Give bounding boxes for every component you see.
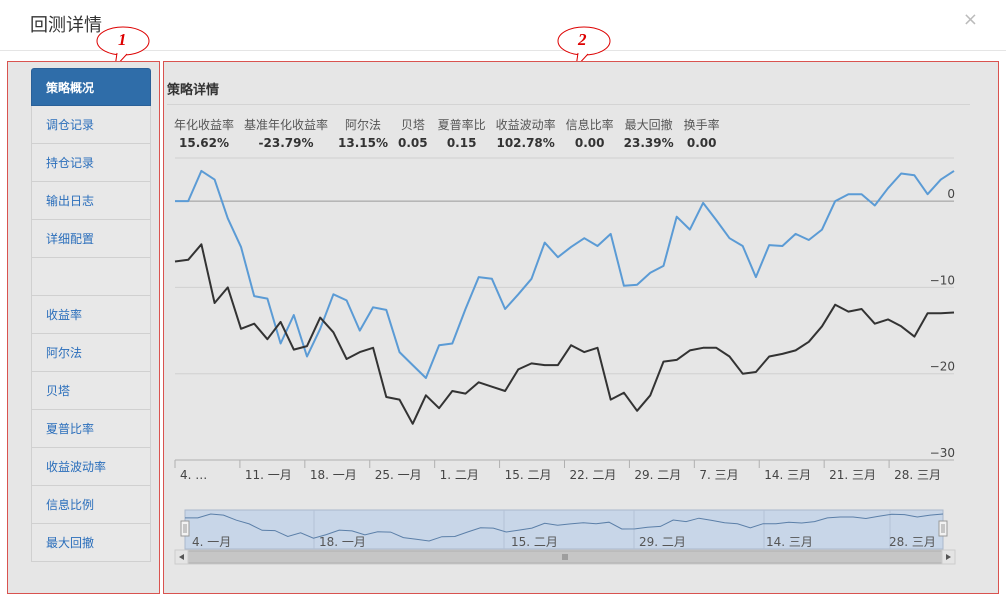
- sidebar-item-return-rate[interactable]: 收益率: [31, 296, 151, 334]
- dialog-title: 回测详情: [30, 15, 102, 36]
- stat-turnover: 换手率 0.00: [684, 116, 720, 150]
- sidebar-item-rebalance-records[interactable]: 调仓记录: [31, 106, 151, 144]
- main-panel: 策略详情 年化收益率 15.62% 基准年化收益率 -23.79% 阿尔法 13…: [163, 61, 999, 594]
- stat-volatility: 收益波动率 102.78%: [496, 116, 556, 150]
- navigator-left-handle[interactable]: [180, 520, 190, 537]
- navigator-label: 14. 三月: [766, 535, 813, 549]
- sidebar-item-output-log[interactable]: 输出日志: [31, 182, 151, 220]
- series-line-1: [175, 169, 955, 379]
- x-tick-label: 28. 三月: [894, 468, 941, 482]
- sidebar-item-position-records[interactable]: 持仓记录: [31, 144, 151, 182]
- x-tick-label: 22. 二月: [570, 468, 617, 482]
- stat-value: 13.15%: [338, 136, 389, 150]
- sidebar-item-detailed-config[interactable]: 详细配置: [31, 220, 151, 258]
- callout-number: 1: [118, 30, 127, 49]
- sidebar-item-alpha[interactable]: 阿尔法: [31, 334, 151, 372]
- sidebar-item-volatility[interactable]: 收益波动率: [31, 448, 151, 486]
- arrow-left-icon: [179, 554, 184, 560]
- y-tick-label: 0: [947, 187, 955, 201]
- stat-label: 换手率: [683, 118, 720, 132]
- sidebar-item-information-ratio[interactable]: 信息比例: [31, 486, 151, 524]
- dialog-header: 回测详情 ×: [0, 0, 1006, 51]
- stat-label: 阿尔法: [345, 118, 382, 132]
- navigator-selection[interactable]: [184, 509, 944, 550]
- navigator-series-line: [185, 513, 944, 542]
- returns-chart: 0 −10 −20 −30 4. … 11. 一月 18. 一月 25. 一月 1. 二月 15.…: [174, 157, 956, 565]
- navigator-label: 4. 一月: [192, 535, 231, 549]
- sidebar-item-sharpe-ratio[interactable]: 夏普比率: [31, 410, 151, 448]
- stat-label: 年化收益率: [174, 118, 235, 132]
- section-divider: [167, 104, 970, 105]
- x-tick-label: 4. …: [180, 468, 207, 482]
- stat-value: 102.78%: [496, 136, 555, 150]
- navigator-label: 18. 一月: [319, 535, 366, 549]
- callout-1: 1: [95, 22, 155, 76]
- navigator-right-handle[interactable]: [938, 520, 948, 537]
- navigator-label: 28. 三月: [889, 535, 936, 549]
- x-tick-label: 15. 二月: [505, 468, 552, 482]
- series-line-2: [174, 243, 955, 425]
- x-tick-label: 7. 三月: [699, 468, 738, 482]
- x-tick-label: 18. 一月: [310, 468, 357, 482]
- y-tick-label: −10: [930, 273, 955, 287]
- x-tick-label: 1. 二月: [440, 468, 479, 482]
- stat-label: 贝塔: [400, 118, 425, 132]
- x-tick-label: 14. 三月: [764, 468, 811, 482]
- stat-value: 0.05: [398, 136, 428, 150]
- x-tick-label: 21. 三月: [829, 468, 876, 482]
- stat-benchmark-annual-return: 基准年化收益率 -23.79%: [244, 116, 328, 150]
- sidebar: 策略概况 调仓记录 持仓记录 输出日志 详细配置 收益率 阿尔法 贝塔 夏普比率…: [7, 61, 160, 594]
- x-tick-label: 11. 一月: [245, 468, 292, 482]
- stat-label: 夏普率比: [437, 118, 486, 132]
- stat-label: 收益波动率: [495, 118, 556, 132]
- close-button[interactable]: ×: [962, 9, 978, 30]
- sidebar-item-strategy-overview[interactable]: 策略概况: [31, 68, 151, 106]
- stat-label: 信息比率: [565, 118, 614, 132]
- arrow-right-icon: [946, 554, 951, 560]
- stat-value: 0.15: [446, 136, 477, 150]
- stat-beta: 贝塔 0.05: [398, 116, 428, 150]
- section-title: 策略详情: [167, 83, 220, 98]
- stat-value: 0.00: [686, 136, 717, 150]
- y-tick-label: −30: [930, 446, 955, 460]
- x-tick-label: 29. 二月: [634, 468, 681, 482]
- stat-label: 基准年化收益率: [244, 118, 329, 132]
- stat-annual-return: 年化收益率 15.62%: [174, 116, 234, 150]
- sidebar-item-beta[interactable]: 贝塔: [31, 372, 151, 410]
- sidebar-item-max-drawdown[interactable]: 最大回撤: [31, 524, 151, 562]
- navigator-label: 15. 二月: [511, 535, 558, 549]
- stat-value: 23.39%: [623, 136, 674, 150]
- stat-alpha: 阿尔法 13.15%: [338, 116, 388, 150]
- x-tick-label: 25. 一月: [375, 468, 422, 482]
- stat-value: 0.00: [574, 136, 605, 150]
- sidebar-spacer: [31, 258, 151, 296]
- stat-value: -23.79%: [258, 136, 314, 150]
- navigator-label: 29. 二月: [639, 535, 686, 549]
- stat-sharpe: 夏普率比 0.15: [438, 116, 486, 150]
- callout-number: 2: [578, 30, 587, 49]
- stat-max-drawdown: 最大回撤 23.39%: [624, 116, 674, 150]
- stat-information-ratio: 信息比率 0.00: [566, 116, 614, 150]
- sidebar-nav: 策略概况 调仓记录 持仓记录 输出日志 详细配置 收益率 阿尔法 贝塔 夏普比率…: [31, 68, 151, 562]
- stat-value: 15.62%: [179, 136, 229, 150]
- y-tick-label: −20: [930, 360, 955, 374]
- stats-row: 年化收益率 15.62% 基准年化收益率 -23.79% 阿尔法 13.15% …: [174, 116, 730, 150]
- stat-label: 最大回撤: [624, 118, 673, 132]
